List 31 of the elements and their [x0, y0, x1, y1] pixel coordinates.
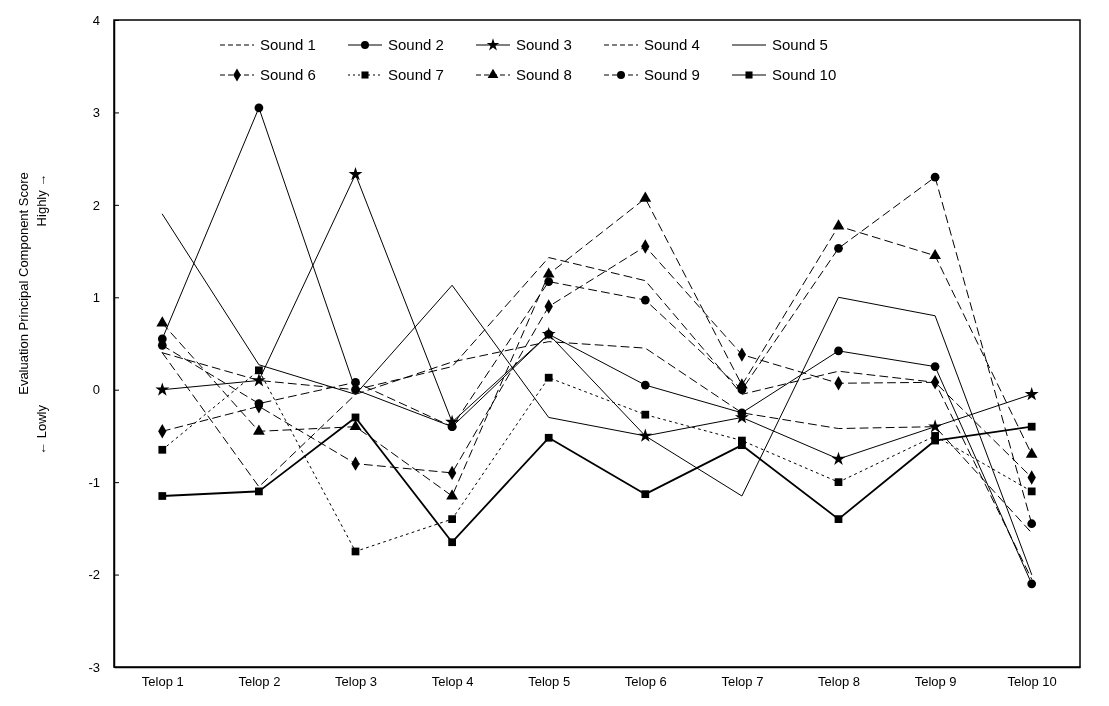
- y-tick-label: 3: [92, 105, 100, 121]
- legend-label: Sound 8: [516, 66, 572, 83]
- legend-label: Sound 1: [260, 36, 316, 53]
- legend-label: Sound 9: [644, 66, 700, 83]
- y-tick-label: -3: [88, 659, 100, 675]
- y-tick-label: 1: [92, 289, 100, 305]
- x-tick-label: Telop 4: [431, 673, 474, 689]
- legend-label: Sound 10: [772, 66, 837, 83]
- x-tick-label: Telop 10: [1007, 673, 1057, 689]
- y-axis-title: Evaluation Principal Component Score: [16, 172, 31, 395]
- x-tick-label: Telop 7: [721, 673, 764, 689]
- x-tick-label: Telop 8: [818, 673, 860, 689]
- x-tick-label: Telop 2: [238, 673, 281, 689]
- legend-label: Sound 6: [260, 66, 316, 83]
- y-tick-label: -1: [88, 474, 100, 490]
- y-tick-label: 4: [92, 12, 100, 28]
- x-tick-label: Telop 5: [528, 673, 571, 689]
- x-tick-label: Telop 9: [914, 673, 957, 689]
- legend-label: Sound 3: [516, 36, 572, 53]
- x-tick-label: Telop 6: [624, 673, 667, 689]
- y-tick-label: 2: [92, 197, 100, 213]
- text: ← Lowly: [34, 404, 49, 455]
- x-tick-label: Telop 3: [335, 673, 377, 689]
- y-tick-label: 0: [92, 382, 100, 398]
- text: Highly →: [34, 173, 49, 227]
- legend-label: Sound 7: [388, 66, 444, 83]
- legend-label: Sound 2: [388, 36, 444, 53]
- legend-label: Sound 5: [772, 36, 828, 53]
- x-tick-label: Telop 1: [141, 673, 184, 689]
- y-tick-label: -2: [88, 567, 100, 583]
- legend-label: Sound 4: [644, 36, 700, 53]
